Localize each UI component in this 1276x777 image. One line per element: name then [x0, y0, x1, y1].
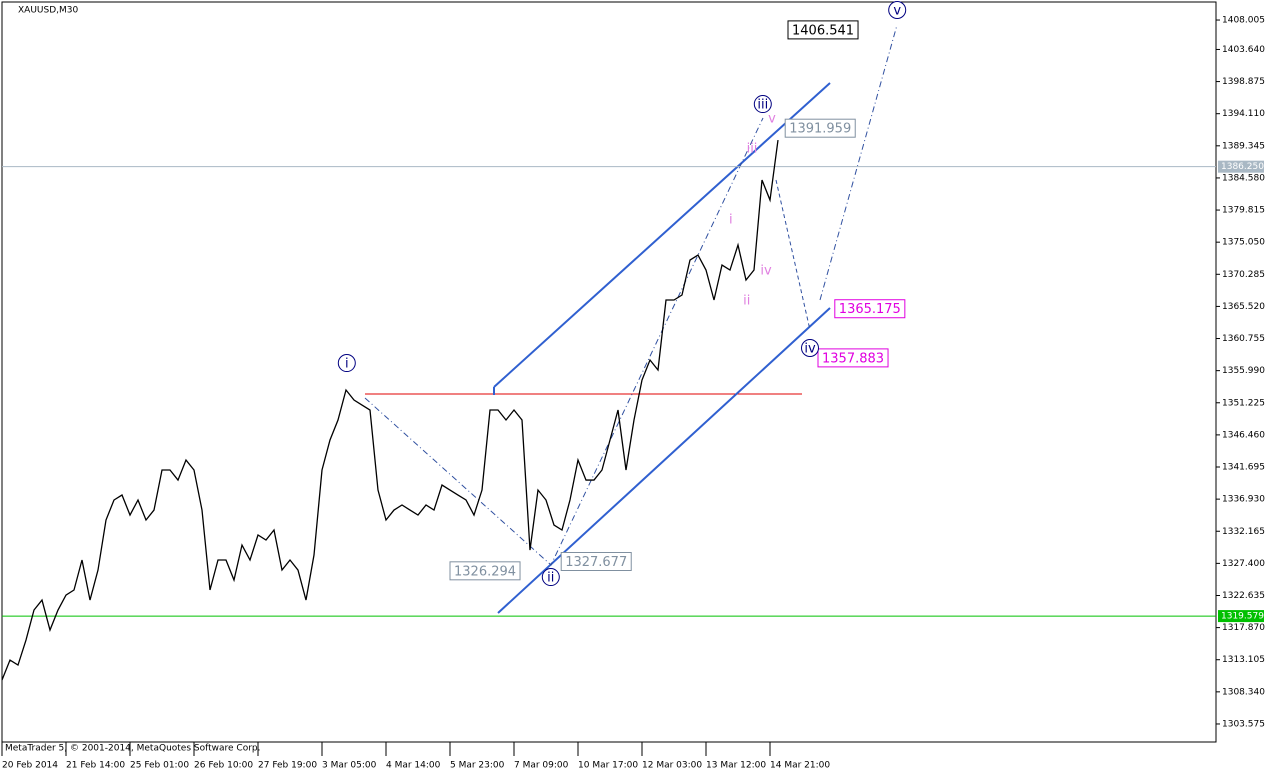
price-tag-label: 1386.250 [1221, 162, 1264, 172]
price-label: 1326.294 [454, 564, 516, 579]
x-tick-label: 26 Feb 10:00 [194, 761, 253, 771]
x-tick-label: 3 Mar 05:00 [322, 761, 377, 771]
x-tick-label: 10 Mar 17:00 [578, 761, 638, 771]
price-label-box [560, 552, 632, 572]
y-tick-label: 1384.580 [1222, 173, 1265, 183]
symbol-title: XAUUSD,M30 [18, 6, 78, 16]
x-tick-label: 7 Mar 09:00 [514, 761, 569, 771]
wave-label: i [345, 357, 349, 372]
y-tick-label: 1313.105 [1222, 655, 1265, 665]
price-tag-label: 1319.579 [1221, 612, 1264, 622]
price-line-series [1, 139, 779, 681]
price-label: 1406.541 [792, 23, 854, 38]
y-tick-label: 1303.575 [1222, 719, 1265, 729]
channel-lower [497, 307, 831, 614]
wave-path-v [819, 24, 898, 301]
wave-label: ii [547, 571, 554, 586]
price-label: 1357.883 [822, 351, 884, 366]
price-label: 1391.959 [789, 122, 851, 137]
x-tick-label: 27 Feb 19:00 [258, 761, 317, 771]
x-tick-label: 25 Feb 01:00 [130, 761, 189, 771]
y-tick-label: 1379.815 [1222, 206, 1265, 216]
y-tick-label: 1327.400 [1222, 559, 1265, 569]
y-tick-label: 1408.005 [1222, 16, 1265, 26]
wave-label: v [893, 4, 901, 19]
wave-circle [801, 339, 819, 358]
y-tick-label: 1394.110 [1222, 109, 1265, 119]
x-tick-label: 4 Mar 14:00 [386, 761, 441, 771]
wave-label: ii [743, 294, 750, 309]
price-tag [1218, 160, 1264, 173]
price-label-box [784, 118, 856, 138]
wave-circle [337, 354, 356, 373]
wave-circle [753, 95, 772, 114]
y-tick-label: 1360.755 [1222, 334, 1265, 344]
price-label-box [834, 299, 906, 319]
wave-label: v [768, 112, 776, 127]
y-tick-label: 1308.340 [1222, 687, 1265, 697]
price-label: 1327.677 [565, 555, 627, 570]
y-tick-label: 1341.695 [1222, 463, 1265, 473]
y-tick-label: 1322.635 [1222, 591, 1265, 601]
x-tick-label: 20 Feb 2014 [2, 761, 58, 771]
wave-path [364, 117, 764, 566]
price-label-box [817, 348, 889, 368]
y-tick-label: 1398.875 [1222, 77, 1265, 87]
wave-label: iv [760, 264, 772, 279]
wave-label: iii [747, 142, 758, 157]
y-tick-label: 1336.930 [1222, 495, 1265, 505]
price-label-box [449, 561, 521, 581]
x-tick-label: 13 Mar 12:00 [706, 761, 766, 771]
y-tick-label: 1365.520 [1222, 302, 1265, 312]
price-label-box [787, 20, 859, 40]
wave-path-iv [775, 179, 811, 331]
plot-frame [1, 1, 1217, 743]
copyright: MetaTrader 5, © 2001-2014, MetaQuotes So… [5, 744, 261, 754]
y-tick-label: 1389.345 [1222, 141, 1265, 151]
x-tick-label: 5 Mar 23:00 [450, 761, 505, 771]
y-tick-label: 1346.460 [1222, 430, 1265, 440]
y-tick-label: 1370.285 [1222, 270, 1265, 280]
wave-label: iii [757, 98, 768, 113]
channel-upper [493, 82, 831, 388]
wave-circle [541, 568, 560, 587]
y-tick-label: 1403.640 [1222, 45, 1265, 55]
y-tick-label: 1317.870 [1222, 623, 1265, 633]
x-tick-label: 12 Mar 03:00 [642, 761, 702, 771]
y-tick-label: 1332.165 [1222, 527, 1265, 537]
y-tick-label: 1355.990 [1222, 366, 1265, 376]
price-tag [1218, 610, 1264, 623]
price-label: 1365.175 [839, 302, 901, 317]
x-tick-label: 14 Mar 21:00 [770, 761, 830, 771]
x-tick-label: 21 Feb 14:00 [66, 761, 125, 771]
wave-label: iv [804, 342, 816, 357]
y-tick-label: 1375.050 [1222, 238, 1265, 248]
wave-label: i [729, 213, 733, 228]
wave-circle [888, 1, 907, 20]
y-tick-label: 1351.225 [1222, 398, 1265, 408]
